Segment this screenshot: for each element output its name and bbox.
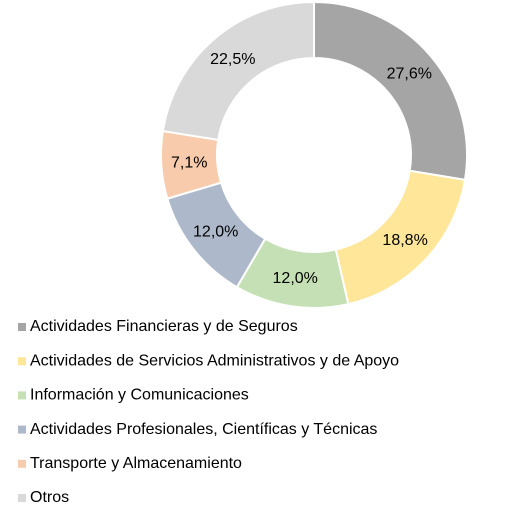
legend-swatch	[18, 459, 26, 468]
legend-label: Información y Comunicaciones	[30, 387, 249, 404]
data-label: 27,6%	[387, 65, 432, 82]
legend-label: Actividades de Servicios Administrativos…	[30, 352, 399, 369]
data-label: 7,1%	[171, 154, 207, 171]
legend-swatch	[18, 357, 26, 366]
legend-swatch	[18, 391, 26, 400]
donut-segment	[313, 0, 468, 182]
legend-swatch	[18, 494, 26, 502]
legend-label: Actividades Financieras y de Seguros	[30, 318, 298, 335]
legend-swatch	[18, 425, 26, 434]
data-label: 12,0%	[273, 270, 318, 287]
donut-segment	[161, 0, 315, 141]
legend-label: Otros	[30, 489, 69, 506]
data-label: 12,0%	[193, 223, 238, 240]
data-label: 18,8%	[382, 232, 427, 249]
legend-label: Transporte y Almacenamiento	[30, 455, 242, 472]
legend-label: Actividades Profesionales, Científicas y…	[30, 421, 377, 438]
legend-swatch	[18, 323, 26, 331]
data-label: 22,5%	[210, 51, 255, 68]
